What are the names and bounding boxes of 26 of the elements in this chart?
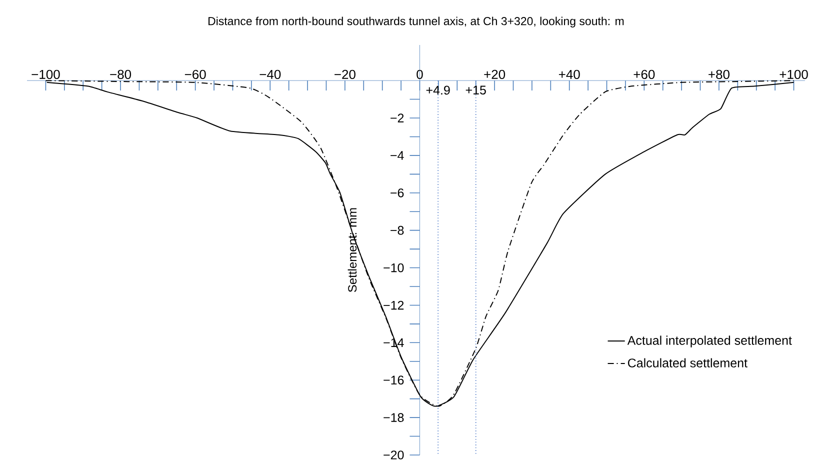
legend-label: Actual interpolated settlement: [627, 336, 792, 348]
x-tick-label: +40: [558, 70, 580, 80]
x-tick-label: −100: [32, 70, 60, 80]
x-tick-label: +60: [634, 70, 655, 80]
x-axis-title: Distance from north-bound southwards tunnel axis, at Ch 3+320, looking south: m: [208, 16, 624, 28]
legend-label: Calculated settlement: [628, 358, 748, 368]
x-tick-label: −80: [110, 70, 132, 80]
y-tick-label: −4: [390, 151, 404, 160]
x-tick-label: +80: [708, 70, 730, 80]
x-tick-label: −40: [260, 70, 281, 80]
y-tick-label: −8: [390, 226, 404, 235]
ref-line-label: +15: [466, 86, 486, 94]
x-tick-label: +100: [780, 70, 808, 80]
y-axis-title: Settlement: mm: [348, 208, 357, 292]
y-tick-label: −2: [390, 114, 404, 122]
y-tick-label: −12: [384, 300, 404, 310]
x-tick-label: −20: [334, 70, 356, 80]
ref-line-label: +4.9: [426, 86, 450, 95]
x-tick-label: 0: [416, 70, 423, 80]
y-tick-label: −6: [390, 188, 404, 198]
y-tick-label: −16: [384, 376, 404, 385]
y-tick-label: −18: [384, 413, 404, 422]
y-tick-label: −10: [384, 263, 404, 272]
x-tick-label: +20: [484, 70, 506, 80]
y-tick-label: −20: [384, 450, 404, 460]
x-tick-label: −60: [184, 70, 206, 80]
